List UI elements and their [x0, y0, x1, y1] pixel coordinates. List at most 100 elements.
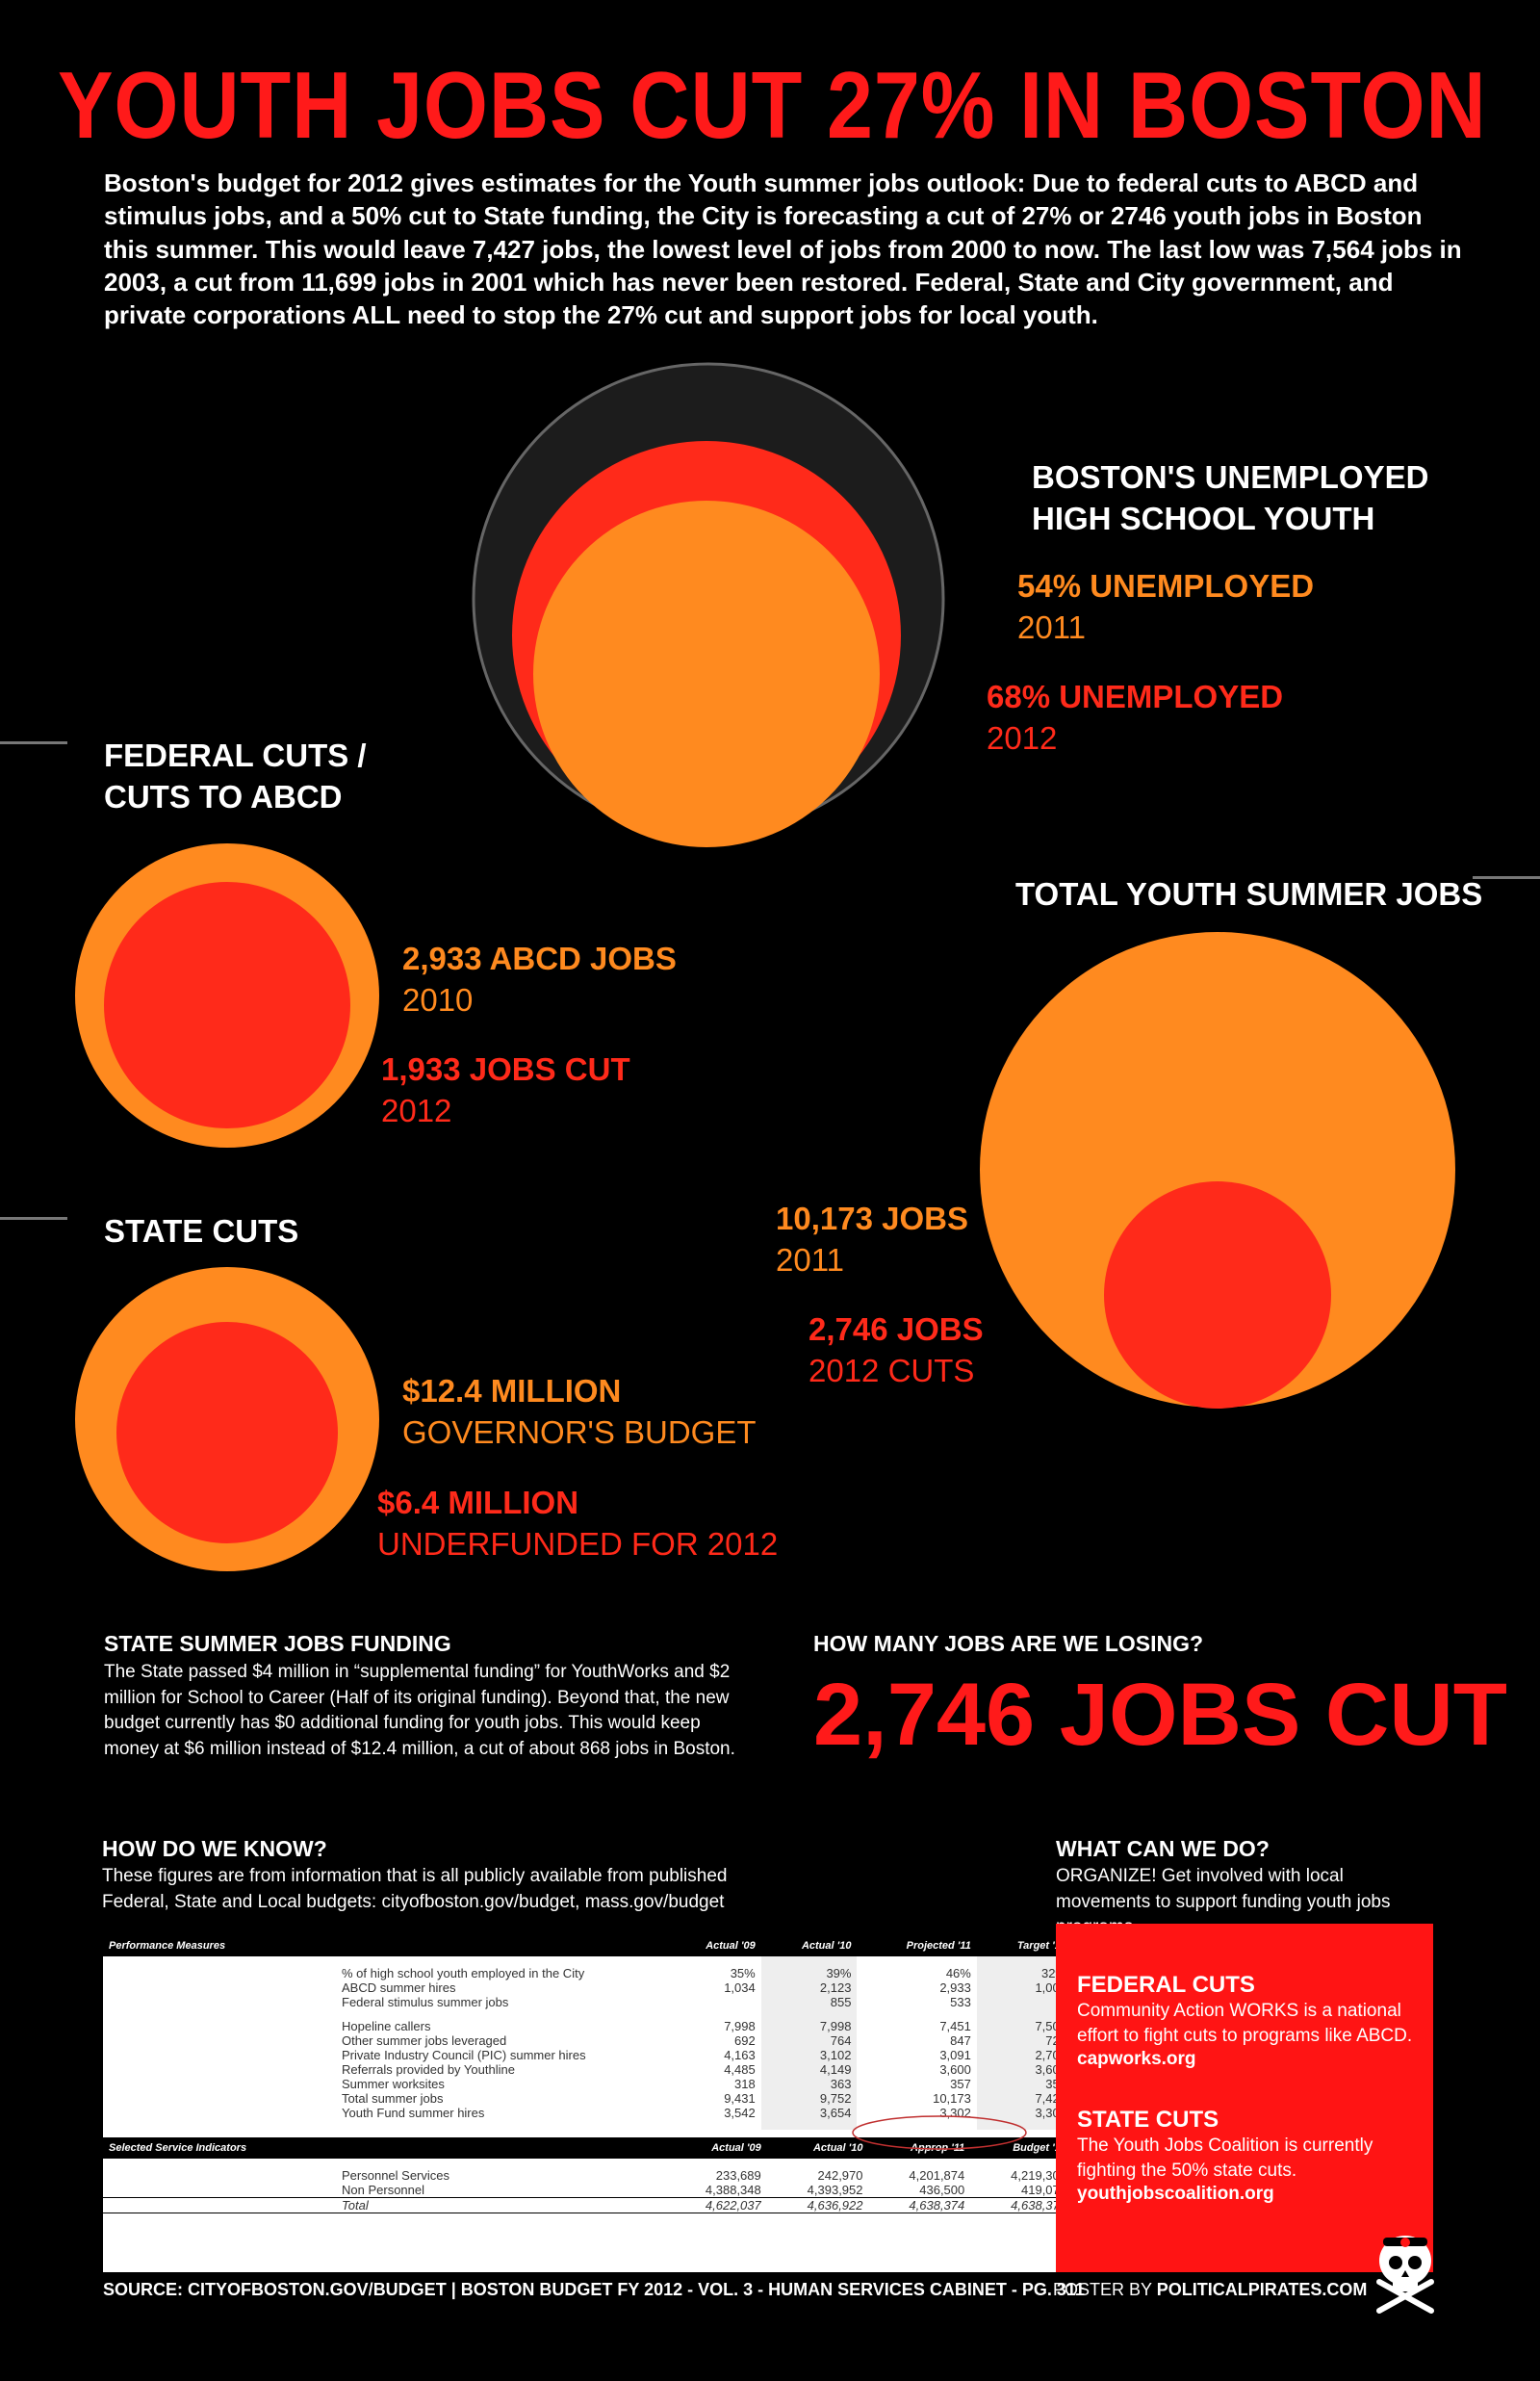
table-cell: 2,933	[939, 1980, 971, 1995]
jobs-cut-headline: 2,746 JOBS CUT	[813, 1666, 1507, 1764]
unemployed-heading-line2: HIGH SCHOOL YOUTH	[1032, 500, 1375, 536]
table-cell	[869, 2159, 971, 2168]
unemployed-2011-value: 54% UNEMPLOYED	[1017, 568, 1315, 604]
summer-total-value: 10,173 JOBS	[776, 1201, 968, 1236]
table-header-cell: Target '12	[976, 1935, 1072, 1956]
summer-total-label: 10,173 JOBS 2011	[776, 1199, 968, 1281]
table-cell: 692	[734, 2033, 756, 2048]
intro-paragraph: Boston's budget for 2012 gives estimates…	[104, 168, 1462, 330]
table-row: Private Industry Council (PIC) summer hi…	[103, 2048, 1072, 2062]
state-total-value: $12.4 MILLION	[402, 1373, 622, 1409]
table-row: Personnel Services 233,689 242,970 4,201,87…	[103, 2168, 1072, 2183]
skull-crossbones-icon	[1376, 2236, 1434, 2314]
table-cell: 7,998	[724, 2019, 756, 2033]
poster-credit: POSTER BY POLITICALPIRATES.COM	[1053, 2280, 1367, 2300]
poster-name: POLITICALPIRATES.COM	[1156, 2280, 1368, 2299]
summer-total-circle	[980, 932, 1455, 1408]
unemployed-heading: BOSTON'S UNEMPLOYED HIGH SCHOOL YOUTH	[1032, 457, 1428, 540]
table-cell: 4,388,348	[705, 2183, 761, 2197]
federal-cut-circle	[104, 882, 350, 1128]
table-header-cell: Projected '11	[857, 1935, 977, 1956]
table-spacer	[103, 2159, 1072, 2168]
table-row: Non Personnel 4,388,348 4,393,952 436,500 41…	[103, 2183, 1072, 2198]
table-header-cell: Actual '10	[766, 2137, 869, 2159]
state-total-label: $12.4 MILLION GOVERNOR'S BUDGET	[402, 1371, 757, 1454]
table-cell: 4,219,303	[1011, 2168, 1066, 2183]
budget-table: Performance Measures Actual '09 Actual '10…	[103, 1935, 1072, 2272]
table-header-cell: Performance Measures	[103, 1935, 665, 1956]
unemployed-2012-label: 68% UNEMPLOYED 2012	[987, 677, 1283, 760]
state-action-body: The Youth Jobs Coalition is currently fi…	[1077, 2135, 1373, 2182]
table-cell: 9,752	[760, 2091, 858, 2106]
table-cell: 46%	[945, 1966, 971, 1980]
table-row-label: % of high school youth employed in the C…	[342, 1966, 585, 1980]
table-row-label: Hopeline callers	[342, 2019, 431, 2033]
unemployed-2012-year: 2012	[987, 719, 1058, 756]
federal-heading-line1: FEDERAL CUTS /	[104, 738, 367, 773]
table-row-label: Total	[103, 2197, 665, 2213]
table-cell: 4,485	[724, 2062, 756, 2077]
action-box: FEDERAL CUTS Community Action WORKS is a…	[1056, 1924, 1433, 2272]
table-row-label: Non Personnel	[342, 2183, 424, 2197]
state-cut-label: $6.4 MILLION UNDERFUNDED FOR 2012	[377, 1483, 778, 1566]
federal-cut-year: 2012	[381, 1092, 452, 1128]
table-cell	[665, 2120, 761, 2130]
table-cell: 1,034	[724, 1980, 756, 1995]
table-cell	[976, 2009, 1072, 2019]
table-row: % of high school youth employed in the C…	[103, 1966, 1072, 1980]
source-citation: SOURCE: CITYOFBOSTON.GOV/BUDGET | BOSTON…	[103, 2280, 1085, 2299]
table-header-cell: Actual '10	[760, 1935, 858, 1956]
unemployed-2011-circle	[533, 501, 880, 847]
table-row-label: Summer worksites	[342, 2077, 445, 2091]
table-cell: 3,654	[760, 2106, 858, 2120]
table-cell	[103, 2009, 665, 2019]
bubble-graphic	[75, 362, 1455, 1571]
table-cell: 4,636,922	[766, 2197, 869, 2213]
how-know-heading: HOW DO WE KNOW?	[102, 1836, 327, 1861]
table-cell: 4,638,374	[868, 2197, 971, 2213]
table-cell: 419,072	[1021, 2183, 1066, 2197]
table-cell: 4,622,037	[665, 2197, 767, 2213]
table-cell	[665, 1956, 761, 1966]
federal-cut-label: 1,933 JOBS CUT 2012	[381, 1049, 630, 1132]
table-cell: 233,689	[715, 2168, 761, 2183]
capworks-link[interactable]: capworks.org	[1077, 2049, 1196, 2070]
table-cell: 4,163	[724, 2048, 756, 2062]
table-cell: 855	[760, 1995, 858, 2009]
youthjobscoalition-link[interactable]: youthjobscoalition.org	[1077, 2184, 1274, 2205]
table-cell	[976, 1956, 1072, 1966]
state-cut-value: $6.4 MILLION	[377, 1485, 579, 1520]
table-header-cell: Selected Service Indicators	[103, 2137, 665, 2159]
summer-cut-circle	[1104, 1181, 1331, 1409]
summer-cut-label: 2,746 JOBS 2012 CUTS	[808, 1309, 984, 1392]
table-row-label: Private Industry Council (PIC) summer hi…	[342, 2048, 586, 2062]
table-cell	[857, 2009, 976, 2019]
table-cell	[665, 2009, 761, 2019]
table-cell	[103, 1956, 665, 1966]
federal-action-body: Community Action WORKS is a national eff…	[1077, 2001, 1413, 2047]
unemployed-heading-line1: BOSTON'S UNEMPLOYED	[1032, 459, 1429, 495]
table-cell: 4,638,375	[970, 2197, 1072, 2213]
table-cell: 847	[950, 2033, 971, 2048]
table-row: Federal stimulus summer jobs 855 533	[103, 1995, 1072, 2009]
table-row: Total summer jobs 9,431 9,752 10,173 7,427	[103, 2091, 1072, 2106]
state-funding-body: The State passed $4 million in “suppleme…	[104, 1662, 735, 1759]
table-row-label: Federal stimulus summer jobs	[342, 1995, 509, 2009]
table-row: Hopeline callers 7,998 7,998 7,451 7,500	[103, 2019, 1072, 2033]
table-cell	[103, 2120, 665, 2130]
table-cell: 363	[760, 2077, 858, 2091]
table-row: ABCD summer hires 1,034 2,123 2,933 1,000	[103, 1980, 1072, 1995]
table-cell	[665, 2159, 767, 2168]
table-row: Other summer jobs leveraged692764847727	[103, 2033, 1072, 2048]
table-cell	[760, 2120, 858, 2130]
table-cell: 39%	[760, 1966, 858, 1980]
state-funding-heading: STATE SUMMER JOBS FUNDING	[104, 1631, 451, 1656]
table-cell: 2,123	[760, 1980, 858, 1995]
federal-heading-line2: CUTS TO ABCD	[104, 778, 343, 815]
table-cell	[103, 2159, 665, 2168]
how-know-body: These figures are from information that …	[102, 1866, 728, 1912]
table-cell: 10,173	[933, 2091, 971, 2106]
table-total-row: Total 4,622,037 4,636,922 4,638,374 4,638,37…	[103, 2197, 1072, 2213]
table-spacer	[103, 2120, 1072, 2130]
table-header-cell: Actual '09	[665, 1935, 761, 1956]
